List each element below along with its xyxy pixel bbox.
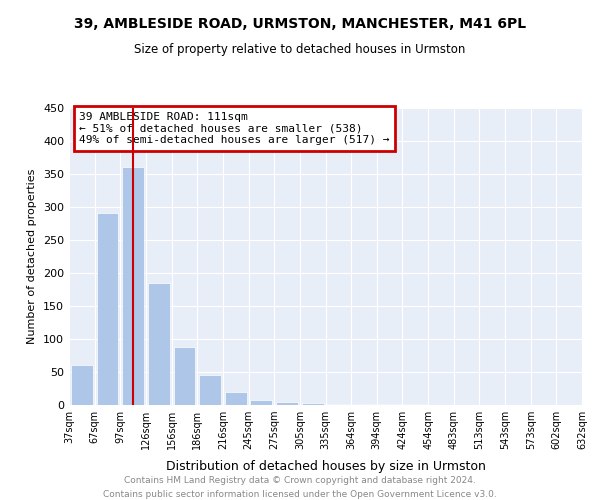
Bar: [353, 404, 375, 405]
Text: 39 AMBLESIDE ROAD: 111sqm
← 51% of detached houses are smaller (538)
49% of semi: 39 AMBLESIDE ROAD: 111sqm ← 51% of detac…: [79, 112, 390, 145]
Bar: [328, 404, 349, 405]
Bar: [148, 282, 170, 405]
Bar: [71, 366, 93, 405]
Bar: [404, 404, 426, 405]
Bar: [97, 214, 118, 405]
Bar: [122, 167, 144, 405]
Bar: [250, 400, 272, 405]
Bar: [379, 404, 401, 405]
Text: Size of property relative to detached houses in Urmston: Size of property relative to detached ho…: [134, 42, 466, 56]
Bar: [276, 402, 298, 405]
Bar: [302, 403, 323, 405]
Bar: [225, 392, 247, 405]
Y-axis label: Number of detached properties: Number of detached properties: [28, 168, 37, 344]
Bar: [199, 375, 221, 405]
Text: Contains public sector information licensed under the Open Government Licence v3: Contains public sector information licen…: [103, 490, 497, 499]
Bar: [173, 347, 196, 405]
X-axis label: Distribution of detached houses by size in Urmston: Distribution of detached houses by size …: [166, 460, 485, 473]
Text: Contains HM Land Registry data © Crown copyright and database right 2024.: Contains HM Land Registry data © Crown c…: [124, 476, 476, 485]
Text: 39, AMBLESIDE ROAD, URMSTON, MANCHESTER, M41 6PL: 39, AMBLESIDE ROAD, URMSTON, MANCHESTER,…: [74, 18, 526, 32]
